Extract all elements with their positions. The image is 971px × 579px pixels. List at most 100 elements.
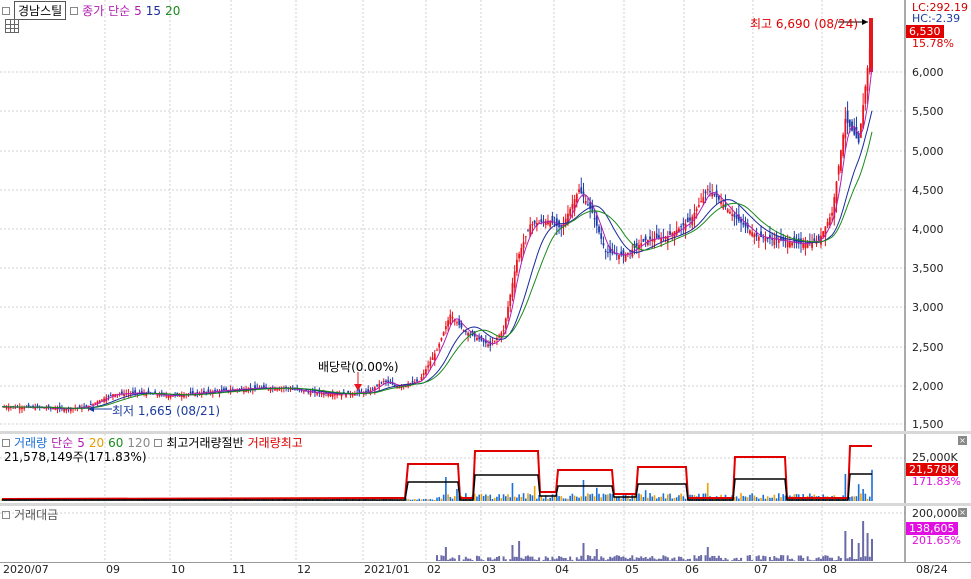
amount-bar <box>498 555 501 561</box>
amount-bar <box>469 558 472 561</box>
volume-bar <box>604 494 607 501</box>
amount-bar <box>513 556 516 561</box>
amount-bar <box>655 559 658 561</box>
candle-body <box>276 388 279 391</box>
volume-bar <box>476 496 478 501</box>
volume-title[interactable]: 거래량 <box>14 436 48 450</box>
volume-bar <box>453 496 456 501</box>
candle-body <box>43 407 46 409</box>
candle-body <box>431 357 434 360</box>
candle-body <box>655 233 658 239</box>
volume-close-icon[interactable]: × <box>958 436 967 445</box>
dividend-annotation: 배당락(0.00%) <box>318 360 399 374</box>
amount-bar <box>855 558 858 561</box>
volume-bar <box>567 498 569 501</box>
candle-body <box>553 223 556 225</box>
amount-bar <box>653 558 656 561</box>
candle-body <box>7 406 10 410</box>
amount-bar <box>611 557 614 561</box>
candle-body <box>345 393 347 397</box>
volume-bar <box>507 494 509 501</box>
volume-bar <box>622 495 625 501</box>
lc-label: LC:292.19 <box>912 1 969 14</box>
volume-bar <box>589 494 591 501</box>
x-axis[interactable] <box>0 562 971 579</box>
stock-name[interactable]: 경남스틸 <box>14 1 67 20</box>
volume-bar <box>564 498 567 501</box>
candle-body <box>484 339 487 344</box>
volume-chart[interactable] <box>0 434 971 503</box>
volume-bar <box>602 493 605 501</box>
price-scale-5500: 5,500 <box>912 105 944 118</box>
amount-title[interactable]: 거래대금 <box>14 508 59 522</box>
volume-bar <box>609 493 611 501</box>
amount-toggle-icon[interactable] <box>2 510 10 519</box>
amount-chart[interactable] <box>0 506 971 562</box>
candle-body <box>462 330 465 332</box>
candle-body <box>749 230 751 234</box>
amount-bar <box>529 556 532 561</box>
candle-body <box>65 408 68 411</box>
candle-body <box>600 233 603 239</box>
amount-legend: 거래대금 <box>2 506 58 523</box>
volume-bar <box>580 496 583 501</box>
pane-divider[interactable] <box>0 431 971 434</box>
volume-bar <box>851 496 853 501</box>
candle-body <box>744 222 747 227</box>
amount-bar <box>542 559 545 561</box>
candle-body <box>726 209 729 213</box>
amount-bar <box>871 539 873 561</box>
price-scale-3000: 3,000 <box>912 301 944 314</box>
volume-bar <box>638 493 640 501</box>
candle-body <box>83 406 86 408</box>
candle-body <box>365 390 367 393</box>
half-toggle-icon[interactable] <box>154 438 163 447</box>
candle-body <box>420 377 423 381</box>
grid-toggle-icon[interactable] <box>5 19 19 33</box>
candle-body <box>817 235 820 241</box>
amount-bar <box>737 559 740 561</box>
candle-body <box>560 224 563 229</box>
candle-body <box>786 241 789 248</box>
amount-bar <box>806 556 809 561</box>
high-annotation: 최고 6,690 (08/24) <box>750 17 859 31</box>
volume-bar <box>416 499 418 501</box>
candle-body <box>440 337 443 341</box>
legend-toggle-icon[interactable] <box>2 6 10 15</box>
candle-body <box>775 235 778 240</box>
candle-body <box>575 194 578 203</box>
amount-bar <box>564 557 567 561</box>
volume-toggle-icon[interactable] <box>2 438 10 447</box>
ma-line-20 <box>2 131 873 409</box>
volume-bar <box>864 493 867 501</box>
amount-close-icon[interactable]: × <box>958 508 967 517</box>
candle-body <box>642 239 645 242</box>
amount-bar <box>689 558 692 561</box>
pane-divider[interactable] <box>0 503 971 506</box>
price-pane[interactable]: 경남스틸 종가 단순 5 15 20 LC:292.19 HC:-2.39 6,… <box>0 0 971 431</box>
volume-pane[interactable]: 거래량 단순 5 20 60 120 최고거래량절반 거래량최고 21,578,… <box>0 434 971 503</box>
volume-bar <box>547 498 549 501</box>
volume-bar <box>664 498 667 501</box>
indicator-toggle-icon[interactable] <box>70 6 79 15</box>
candle-body <box>720 202 722 204</box>
amount-bar <box>649 557 652 561</box>
price-chart[interactable] <box>0 0 971 431</box>
candle-body <box>387 380 390 383</box>
candle-body <box>504 318 507 329</box>
legend-indicator[interactable]: 종가 단순 <box>82 4 131 18</box>
candle-body <box>478 337 481 340</box>
candle-body <box>824 226 827 237</box>
candle-body <box>9 406 12 408</box>
candle-body <box>524 236 527 238</box>
volume-bar <box>478 494 480 501</box>
candle-body <box>249 387 252 389</box>
volume-value: 21,578,149주(171.83%) <box>4 450 147 464</box>
amount-bar <box>613 556 616 561</box>
candle-body <box>289 388 292 390</box>
candle-body <box>14 407 17 409</box>
amount-pane[interactable]: 거래대금 200,000 138,605 201.65% × <box>0 506 971 562</box>
candle-body <box>515 259 518 273</box>
amount-bar <box>495 556 498 561</box>
amount-bar <box>704 555 707 561</box>
